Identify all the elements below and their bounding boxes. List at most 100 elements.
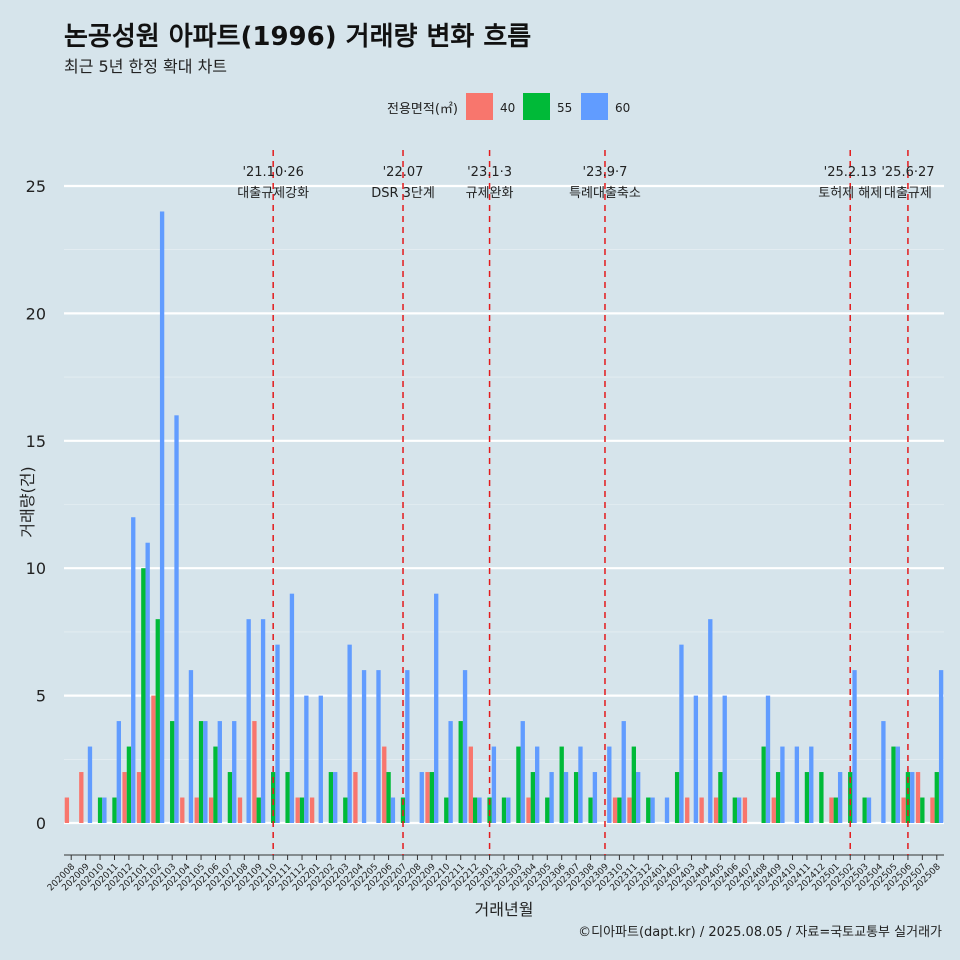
legend-title: 전용면적(㎡) [387,102,458,117]
bar-60-202301 [491,746,497,823]
bar-55-202307 [573,772,579,823]
bar-40-202206 [382,746,387,823]
bar-60-202403 [693,695,699,823]
legend-swatch-40 [466,93,493,120]
bar-55-202311 [631,746,636,823]
bar-55-202105 [198,721,204,823]
bar-55-202306 [559,746,564,823]
event-date-label: '21.10·26 [242,165,303,180]
bar-60-202502 [852,670,857,823]
bar-55-202405 [718,772,723,823]
bar-60-202411 [809,746,814,823]
bar-60-202506 [910,772,915,823]
bar-60-202105 [203,721,208,823]
event-name-label: 토허제 해제 [818,186,882,201]
bar-60-202112 [304,695,309,823]
event-name-label: 대출규제강화 [237,186,309,201]
bar-55-202111 [285,772,290,823]
bar-55-202409 [775,772,781,823]
bar-55-202202 [328,772,334,823]
bar-60-202310 [621,721,626,823]
bar-55-202501 [833,797,838,823]
bar-60-202201 [318,695,323,823]
bar-55-202103 [170,721,175,823]
bar-60-202010 [102,797,107,823]
event-name-label: 특례대출축소 [569,186,641,201]
bar-55-202206 [386,772,391,823]
bar-60-202207 [405,670,410,823]
bar-60-202111 [289,593,295,823]
bar-60-202108 [246,619,251,823]
bar-40-202409 [771,797,776,823]
bar-40-202008 [64,797,70,823]
bar-40-202404 [699,797,704,823]
bar-55-202106 [213,746,218,823]
bar-40-202403 [685,797,690,823]
bar-40-202506 [901,797,906,823]
event-date-label: '23.9·7 [583,165,628,180]
bar-60-202406 [736,797,742,823]
bar-40-202204 [353,772,358,823]
bar-40-202201 [309,797,315,823]
bar-55-202102 [155,619,160,823]
bar-55-202011 [112,797,117,823]
bar-55-202412 [819,772,824,823]
bar-60-202110 [275,644,280,823]
bar-60-202505 [895,746,900,823]
bar-60-202402 [679,644,684,823]
bar-40-202212 [468,746,473,823]
bar-55-202508 [934,772,939,823]
bar-55-202101 [141,568,146,823]
event-name-label: 대출규제 [884,186,932,201]
bar-55-202107 [227,772,233,823]
bar-60-202501 [837,772,843,823]
bar-60-202202 [333,772,338,823]
legend-swatch-55 [523,93,550,120]
y-tick-label: 15 [26,432,46,451]
bar-60-202103 [174,415,179,823]
event-name-label: DSR 3단계 [371,186,435,201]
bar-60-202210 [448,721,453,823]
bar-55-202304 [530,772,536,823]
bar-55-202211 [458,721,463,823]
chart-subtitle: 최근 5년 한정 확대 차트 [64,57,228,76]
legend-label: 60 [615,101,630,115]
bar-60-202009 [87,746,93,823]
bar-40-202112 [295,797,300,823]
bar-55-202308 [588,797,593,823]
bar-60-202104 [188,670,194,823]
event-date-label: '25.6·27 [881,165,934,180]
bar-60-202106 [217,721,222,823]
bar-55-202110 [271,772,276,823]
bar-60-202410 [794,746,800,823]
bar-60-202303 [520,721,525,823]
bar-40-202311 [627,797,632,823]
bar-55-202305 [545,797,550,823]
bar-40-202106 [208,797,214,823]
bar-40-202501 [829,797,834,823]
bar-40-202104 [180,797,185,823]
bar-60-202409 [780,746,785,823]
bar-55-202505 [891,746,896,823]
y-tick-label: 5 [36,687,46,706]
bar-55-202506 [905,772,911,823]
legend-label: 55 [557,101,572,115]
bar-60-202205 [376,670,381,823]
bar-60-202405 [722,695,727,823]
event-name-label: 규제완화 [466,186,514,201]
y-tick-label: 20 [26,304,46,323]
bar-40-202407 [742,797,748,823]
chart-title: 논공성원 아파트(1996) 거래량 변화 흐름 [64,22,532,52]
bar-55-202502 [848,772,853,823]
bar-55-202012 [126,746,132,823]
bar-55-202212 [472,797,478,823]
bar-40-202105 [194,797,199,823]
bar-40-202108 [237,797,243,823]
bar-40-202405 [713,797,719,823]
bar-55-202112 [299,797,305,823]
bar-40-202507 [915,772,921,823]
bar-60-202504 [881,721,886,823]
chart-caption: ©디아파트(dapt.kr) / 2025.08.05 / 자료=국토교통부 실… [578,925,942,940]
bar-60-202203 [347,644,352,823]
legend-swatch-60 [581,93,608,120]
